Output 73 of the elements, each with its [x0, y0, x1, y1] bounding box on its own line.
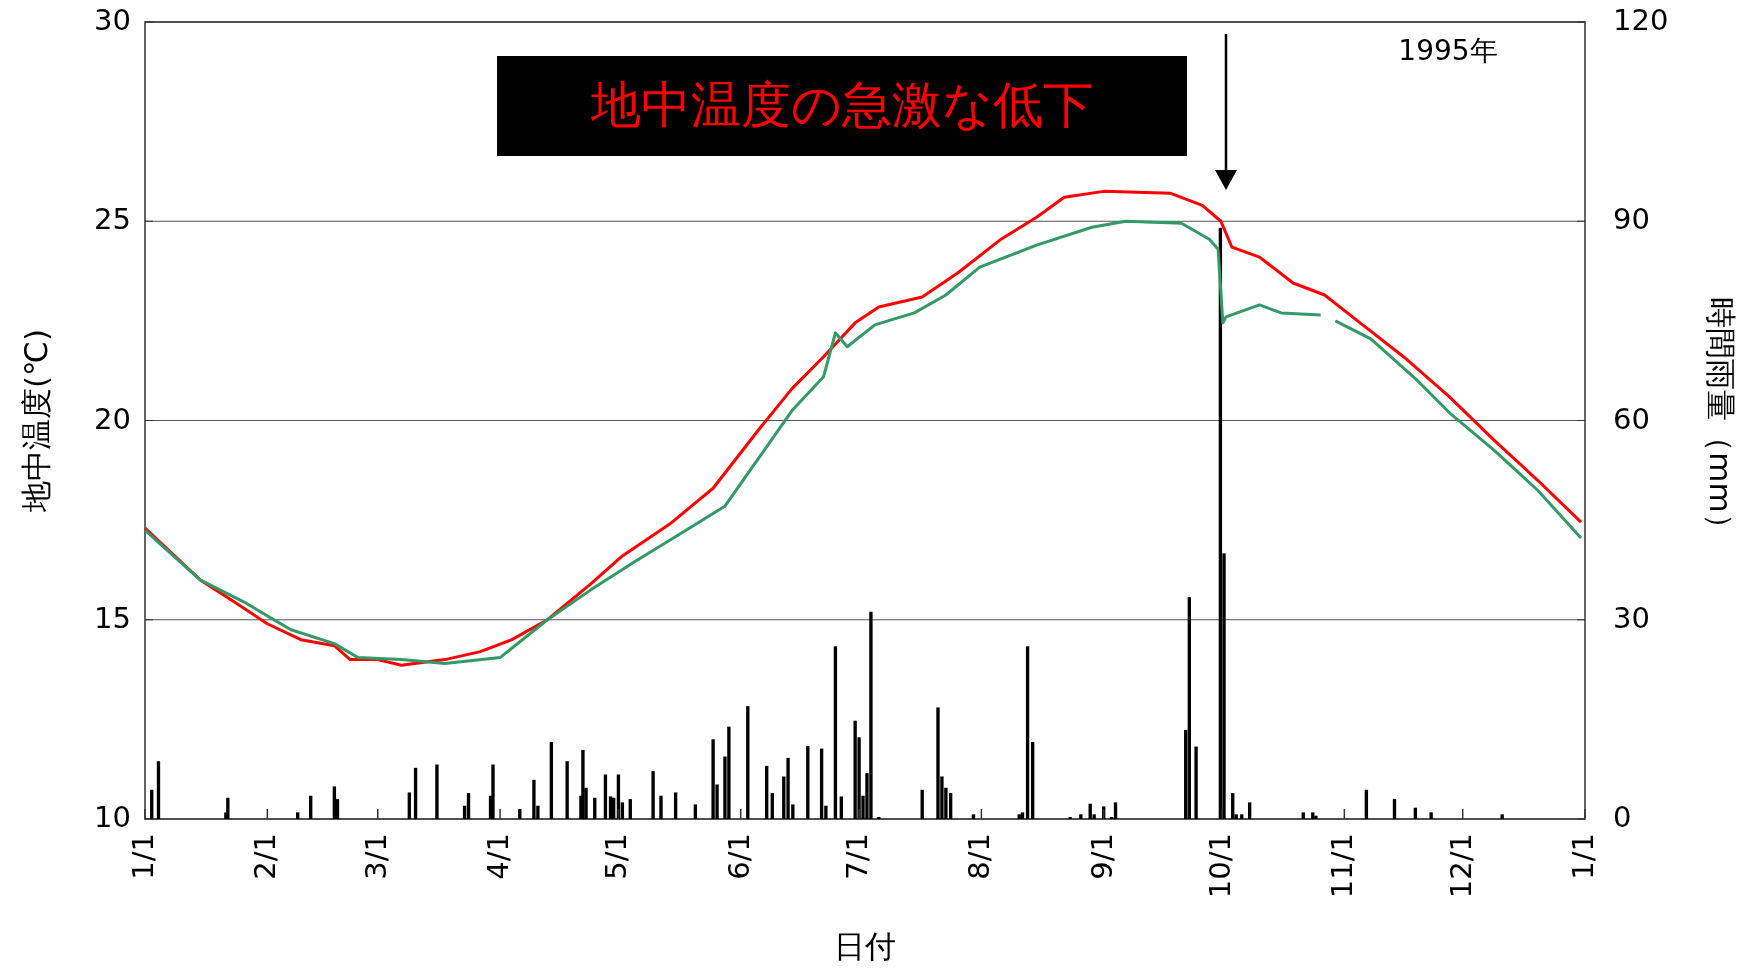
y2-tick-label: 60 — [1613, 401, 1650, 436]
bar — [711, 739, 715, 819]
bar — [549, 741, 554, 819]
bar — [435, 764, 439, 819]
x-tick-label: 6/1 — [721, 833, 756, 880]
bar — [936, 707, 940, 819]
bar — [581, 749, 585, 819]
bar — [1020, 812, 1025, 819]
bar — [971, 814, 976, 819]
bar — [727, 726, 731, 819]
bar — [608, 796, 613, 819]
bar — [407, 792, 412, 819]
annotation: 地中温度の急激な低下 — [590, 75, 1093, 134]
bar — [770, 793, 774, 819]
bar — [226, 797, 230, 819]
bar — [156, 761, 161, 819]
x-tick-label: 9/1 — [1084, 833, 1119, 880]
bar — [532, 779, 536, 819]
x-tick-label: 2/1 — [248, 833, 283, 880]
bar — [1429, 812, 1433, 819]
bar — [1079, 814, 1083, 819]
bar — [1247, 802, 1252, 819]
bar — [1500, 814, 1504, 819]
bar — [1301, 812, 1305, 819]
bar — [1392, 799, 1397, 819]
bar — [1240, 814, 1244, 819]
bar — [833, 646, 838, 819]
x-tick-label: 8/1 — [962, 833, 997, 880]
bar — [1194, 746, 1198, 819]
bar — [869, 611, 873, 819]
x-tick-label: 4/1 — [481, 833, 516, 880]
bar — [466, 793, 471, 819]
y2-tick-label: 120 — [1613, 3, 1669, 37]
y2-tick-label: 0 — [1613, 800, 1632, 834]
x-tick-label: 1/1 — [126, 833, 160, 880]
bar — [1017, 814, 1021, 819]
y2-tick-label: 90 — [1613, 202, 1650, 237]
bar — [518, 809, 522, 819]
bar — [1231, 793, 1235, 819]
bar — [853, 720, 857, 819]
bar — [491, 764, 495, 819]
x-tick-label: 7/1 — [840, 833, 875, 880]
bar — [659, 795, 663, 819]
bar — [565, 761, 569, 819]
x-tick-label: 11/1 — [1325, 833, 1360, 899]
x-tick-label: 3/1 — [358, 833, 393, 880]
y-tick-label: 25 — [94, 202, 131, 237]
x-tick-label: 1/1 — [1566, 833, 1600, 880]
y-tick-label: 30 — [94, 3, 131, 37]
bar — [1025, 646, 1030, 819]
x-axis-title: 日付 — [834, 928, 896, 964]
y2-axis-title: 時間雨量（mm） — [1702, 297, 1739, 544]
bar — [839, 796, 844, 819]
y-axis-title: 地中温度(℃) — [17, 328, 54, 514]
bar — [1113, 802, 1118, 819]
x-tick-label: 12/1 — [1443, 833, 1478, 899]
bar — [628, 799, 632, 819]
bar — [1314, 815, 1318, 819]
bar — [673, 792, 678, 819]
bar — [1030, 741, 1035, 819]
bar — [1311, 812, 1315, 819]
y-tick-label: 10 — [94, 800, 131, 834]
y2-tick-label: 30 — [1613, 600, 1650, 635]
x-tick-label: 10/1 — [1203, 833, 1238, 899]
bar — [1187, 597, 1191, 819]
y-tick-label: 15 — [94, 600, 131, 635]
annotation: 1995年 — [1398, 34, 1498, 67]
bar — [332, 786, 337, 819]
y-tick-label: 20 — [94, 401, 131, 436]
bar — [296, 812, 300, 819]
x-tick-label: 5/1 — [599, 833, 634, 880]
bar — [693, 804, 698, 819]
bar — [651, 771, 655, 819]
